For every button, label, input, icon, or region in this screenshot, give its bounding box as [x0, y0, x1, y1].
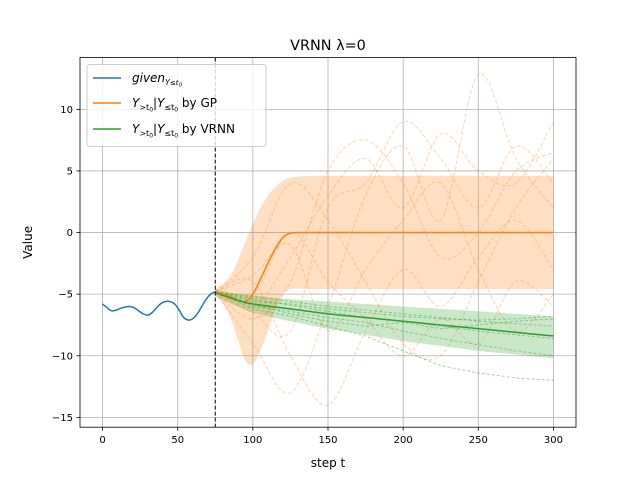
- y-tick-label: −15: [52, 413, 73, 424]
- legend-given-main: given: [132, 71, 165, 85]
- y-axis-label: Value: [21, 226, 35, 259]
- y-axis-ticks: −15 −10 −5 0 5 10: [52, 105, 80, 424]
- x-tick-label: 300: [544, 435, 563, 446]
- x-tick-label: 100: [243, 435, 262, 446]
- gp-sample-path: [214, 139, 554, 320]
- x-tick-label: 250: [469, 435, 488, 446]
- vrnn-sample-path: [215, 291, 554, 321]
- series-line-vrnn: [215, 292, 554, 337]
- vrnn-sample-path: [215, 291, 554, 327]
- y-tick-label: 0: [67, 228, 73, 239]
- x-tick-label: 0: [99, 435, 105, 446]
- y-tick-label: −5: [58, 290, 73, 301]
- band-vrnn: [215, 289, 554, 359]
- series-lines: [102, 231, 554, 337]
- x-tick-label: 200: [394, 435, 413, 446]
- legend: givenY≤t0 Y>t0|Y≤t0 by GP Y>t0|Y≤t0 by V…: [86, 64, 267, 147]
- chart-title: VRNN λ=0: [290, 38, 366, 54]
- y-tick-label: 5: [67, 167, 73, 178]
- legend-gp-suffix: by GP: [182, 96, 217, 110]
- legend-label-vrnn: Y>t0|Y≤t0 by VRNN: [132, 122, 235, 140]
- x-tick-label: 150: [318, 435, 337, 446]
- gp-sample-path: [214, 158, 554, 361]
- sample-paths: [214, 73, 554, 406]
- confidence-bands: [215, 175, 554, 366]
- gp-sample-path: [215, 181, 554, 332]
- legend-label-gp: Y>t0|Y≤t0 by GP: [132, 96, 217, 114]
- band-gp: [215, 175, 554, 366]
- legend-given-sub: Y≤t0: [165, 78, 183, 89]
- y-tick-label: −10: [52, 351, 73, 362]
- vrnn-sample-path: [215, 291, 554, 330]
- vrnn-sample-path: [215, 291, 554, 381]
- gp-sample-path: [215, 219, 554, 406]
- gp-sample-path: [215, 120, 554, 338]
- gp-sample-path: [214, 73, 554, 394]
- legend-vrnn-suffix: by VRNN: [182, 122, 235, 136]
- y-tick-label: 10: [60, 105, 73, 116]
- x-axis-ticks: 0 50 100 150 200 250 300: [99, 427, 563, 446]
- legend-label-given: givenY≤t0: [132, 71, 183, 89]
- series-line-given: [102, 291, 216, 321]
- gp-sample-path: [215, 232, 554, 357]
- x-tick-label: 50: [171, 435, 184, 446]
- legend-box: [86, 64, 267, 147]
- gp-sample-path: [215, 121, 554, 309]
- x-axis-label: step t: [311, 456, 346, 470]
